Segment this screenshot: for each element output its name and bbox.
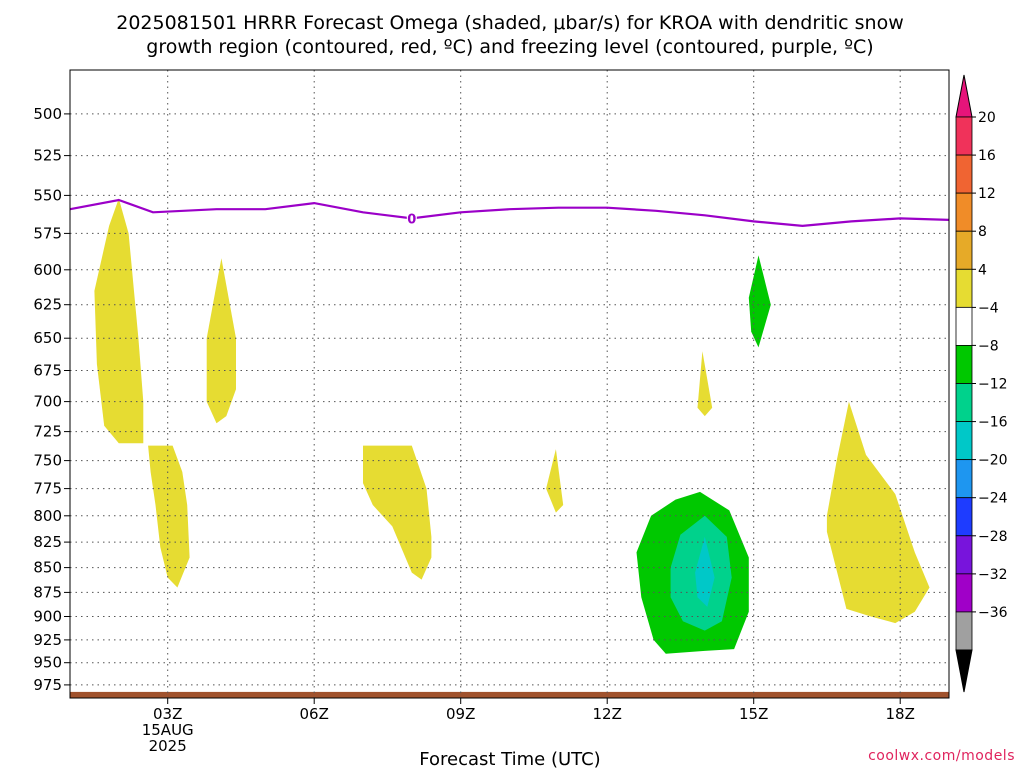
colorbar-band-13: [955, 611, 973, 651]
colorbar-label-7: −12: [978, 377, 1008, 393]
y-tick-label-975: 975: [33, 676, 62, 694]
y-tick-label-675: 675: [33, 362, 62, 380]
colorbar-label-2: 12: [978, 186, 996, 202]
y-tick-label-725: 725: [33, 423, 62, 441]
colorbar-band-1: [955, 154, 973, 194]
colorbar-band-7: [955, 383, 973, 422]
omega-region-negative-12-to-16-10: [695, 536, 715, 607]
omega-region-positive-4-to-8-5: [697, 351, 713, 417]
surface-fill: [70, 691, 949, 698]
x-tick-label-18-0: 18Z: [886, 705, 915, 723]
y-tick-label-950: 950: [33, 654, 62, 672]
y-tick-label-800: 800: [33, 507, 62, 525]
colorbar-label-12: −32: [978, 567, 1008, 583]
x-tick-label-15-0: 15Z: [739, 705, 768, 723]
credit-text: coolwx.com/models: [868, 748, 1015, 764]
plot-area: 0: [64, 69, 950, 704]
y-tick-label-900: 900: [33, 608, 62, 626]
colorbar-label-4: 4: [978, 262, 987, 278]
y-tick-label-550: 550: [33, 186, 62, 204]
omega-region-positive-4-to-8-1: [206, 258, 236, 424]
colorbar-band-3: [955, 230, 973, 270]
y-tick-label-850: 850: [33, 559, 62, 577]
colorbar-label-0: 20: [978, 110, 996, 126]
colorbar-label-11: −28: [978, 529, 1008, 545]
colorbar-band-8: [955, 421, 973, 461]
y-tick-label-600: 600: [33, 261, 62, 279]
y-tick-label-525: 525: [33, 147, 62, 165]
x-tick-label-3-0: 03Z: [153, 705, 182, 723]
chart-title-line-2: growth region (contoured, red, ºC) and f…: [146, 36, 873, 58]
y-tick-label-750: 750: [33, 452, 62, 470]
colorbar-band-0: [955, 116, 973, 156]
x-axis-label: Forecast Time (UTC): [419, 749, 600, 768]
x-tick-label-12-0: 12Z: [593, 705, 622, 723]
colorbar-band-2: [955, 192, 973, 232]
colorbar-label-6: −8: [978, 338, 999, 354]
plot-frame: [69, 69, 950, 699]
freezing-level-label-bg: [406, 211, 417, 226]
omega-shading: [94, 198, 930, 654]
x-tick-label-3-1: 15AUG: [142, 721, 194, 739]
colorbar-label-1: 16: [978, 148, 996, 164]
freezing-level-contour: 0: [69, 198, 950, 228]
y-tick-label-825: 825: [33, 533, 62, 551]
y-tick-label-700: 700: [33, 393, 62, 411]
y-tick-label-775: 775: [33, 480, 62, 498]
y-tick-label-650: 650: [33, 329, 62, 347]
freezing-level-line: [69, 198, 950, 228]
freezing-level-label: 0: [407, 212, 416, 227]
omega-region-positive-4-to-8-0: [94, 198, 144, 444]
chart-title-line-1: 2025081501 HRRR Forecast Omega (shaded, …: [116, 12, 904, 34]
y-axis: 500 525 550 575 600 625 650 675 700 725 750 775 800 8…: [33, 105, 62, 694]
colorbar-top-arrow: [955, 74, 973, 118]
colorbar-band-9: [955, 459, 973, 499]
colorbar-label-3: 8: [978, 224, 987, 240]
y-tick-label-625: 625: [33, 296, 62, 314]
colorbar-band-10: [955, 497, 973, 537]
omega-region-negative-4-to-8-7: [748, 255, 771, 348]
colorbar-band-12: [955, 573, 973, 613]
colorbar: 20 16 12 8 4 −4 −8 −12 −16 −20 −24 −28 −32 −36: [955, 74, 1008, 693]
omega-region-positive-4-to-8-3: [363, 445, 432, 580]
y-tick-label-875: 875: [33, 583, 62, 601]
y-tick-label-575: 575: [33, 224, 62, 242]
colorbar-label-8: −16: [978, 415, 1008, 431]
colorbar-band-4: [955, 268, 973, 308]
colorbar-label-5: −4: [978, 300, 999, 316]
omega-region-positive-4-to-8-4: [546, 449, 564, 513]
surface-band: [70, 691, 949, 698]
x-tick-label-3-2: 2025: [149, 737, 187, 755]
colorbar-label-13: −36: [978, 605, 1008, 621]
axis-ticks: [64, 113, 901, 704]
omega-region-positive-4-to-8-2: [148, 445, 190, 588]
colorbar-band-11: [955, 535, 973, 575]
grid: [70, 70, 949, 698]
colorbar-bottom-arrow: [955, 649, 973, 693]
y-tick-label-500: 500: [33, 105, 62, 123]
x-tick-label-9-0: 09Z: [446, 705, 475, 723]
colorbar-label-9: −20: [978, 453, 1008, 469]
colorbar-band-6: [955, 345, 973, 384]
colorbar-band-5: [955, 306, 973, 346]
omega-region-positive-4-to-8-6: [826, 401, 930, 624]
plot-background: [70, 70, 949, 698]
x-tick-label-6-0: 06Z: [300, 705, 329, 723]
colorbar-label-10: −24: [978, 491, 1008, 507]
y-tick-label-925: 925: [33, 631, 62, 649]
